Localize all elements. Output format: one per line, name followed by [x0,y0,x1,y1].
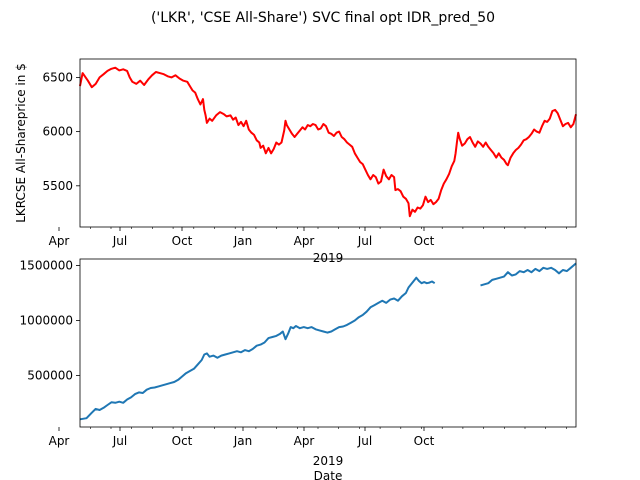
bottom-x-axis-label-date: Date [314,469,343,480]
y-tick-label: 5500 [42,179,73,193]
y-tick-label: 1000000 [20,313,73,327]
bottom-x-axis-label: 2019 [313,454,344,468]
bottom-series-group [79,262,577,421]
series-line [79,276,436,421]
x-tick-label: Jan [233,234,253,248]
x-tick-label: Jul [357,234,372,248]
bottom-axes: Apr Jul Oct Jan Apr Jul Oct 500000 1000000 15000… [20,258,577,480]
y-tick-label: 6000 [42,125,73,139]
bottom-y-ticks: 500000 1000000 1500000 [20,259,80,382]
top-x-axis-label: 2019 [313,251,344,265]
top-series-group [79,66,577,218]
x-tick-label: Jul [357,434,372,448]
series-line [480,262,577,287]
x-tick-label: Apr [294,234,315,248]
figure-title: ('LKR', 'CSE All-Share') SVC final opt I… [151,10,495,26]
x-tick-label: Oct [172,434,193,448]
top-x-ticks: Apr Jul Oct Jan Apr Jul Oct [49,227,567,248]
y-tick-label: 500000 [27,368,73,382]
x-tick-label: Oct [414,234,435,248]
x-tick-label: Jul [112,434,127,448]
x-tick-label: Apr [49,234,70,248]
x-tick-label: Jul [112,234,127,248]
bottom-x-ticks: Apr Jul Oct Jan Apr Jul Oct [49,427,567,448]
x-tick-label: Apr [49,434,70,448]
x-tick-label: Apr [294,434,315,448]
x-tick-label: Oct [172,234,193,248]
top-axes-frame [79,58,577,228]
top-y-ticks: 5500 6000 6500 [42,70,80,193]
top-y-axis-label: LKRCSE All-Shareprice in $ [14,63,28,223]
x-tick-label: Oct [414,434,435,448]
y-tick-label: 1500000 [20,259,73,273]
y-tick-label: 6500 [42,70,73,84]
bottom-axes-frame [79,258,577,428]
x-tick-label: Jan [233,434,253,448]
series-line [79,66,577,218]
